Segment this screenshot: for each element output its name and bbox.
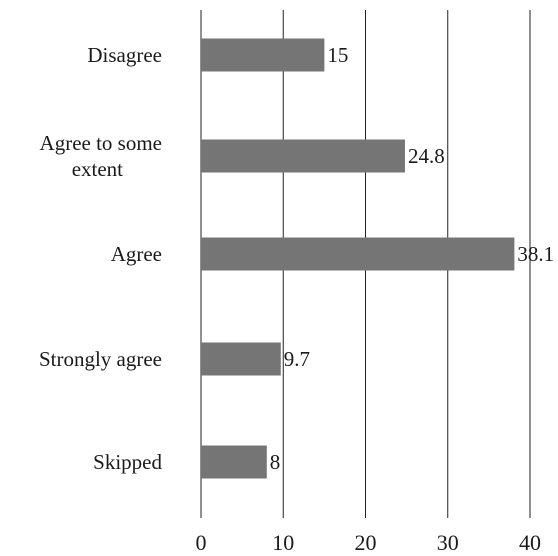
category-labels: Disagree Agree to some extent Agree Strongly… bbox=[39, 43, 163, 474]
x-axis-ticks: 0 10 20 30 40 bbox=[196, 530, 542, 555]
bar bbox=[201, 237, 515, 271]
bar bbox=[201, 445, 267, 479]
category-label: Agree bbox=[111, 242, 162, 266]
x-tick-label: 40 bbox=[519, 530, 541, 555]
data-label: 8 bbox=[270, 450, 281, 474]
x-tick-label: 20 bbox=[355, 530, 377, 555]
data-label: 9.7 bbox=[284, 347, 310, 371]
x-tick-label: 0 bbox=[196, 530, 207, 555]
bars bbox=[201, 38, 515, 479]
category-label: Strongly agree bbox=[39, 347, 162, 371]
category-label: Skipped bbox=[93, 450, 162, 474]
x-tick-label: 10 bbox=[272, 530, 294, 555]
data-label: 38.1 bbox=[517, 242, 554, 266]
data-label: 24.8 bbox=[408, 144, 445, 168]
bar bbox=[201, 38, 325, 72]
bar bbox=[201, 342, 281, 376]
bar bbox=[201, 139, 405, 173]
data-label: 15 bbox=[327, 43, 348, 67]
data-labels: 15 24.8 38.1 9.7 8 bbox=[270, 43, 554, 474]
category-label: Agree to some extent bbox=[40, 131, 162, 181]
x-tick-label: 30 bbox=[437, 530, 459, 555]
category-label: Disagree bbox=[87, 43, 162, 67]
